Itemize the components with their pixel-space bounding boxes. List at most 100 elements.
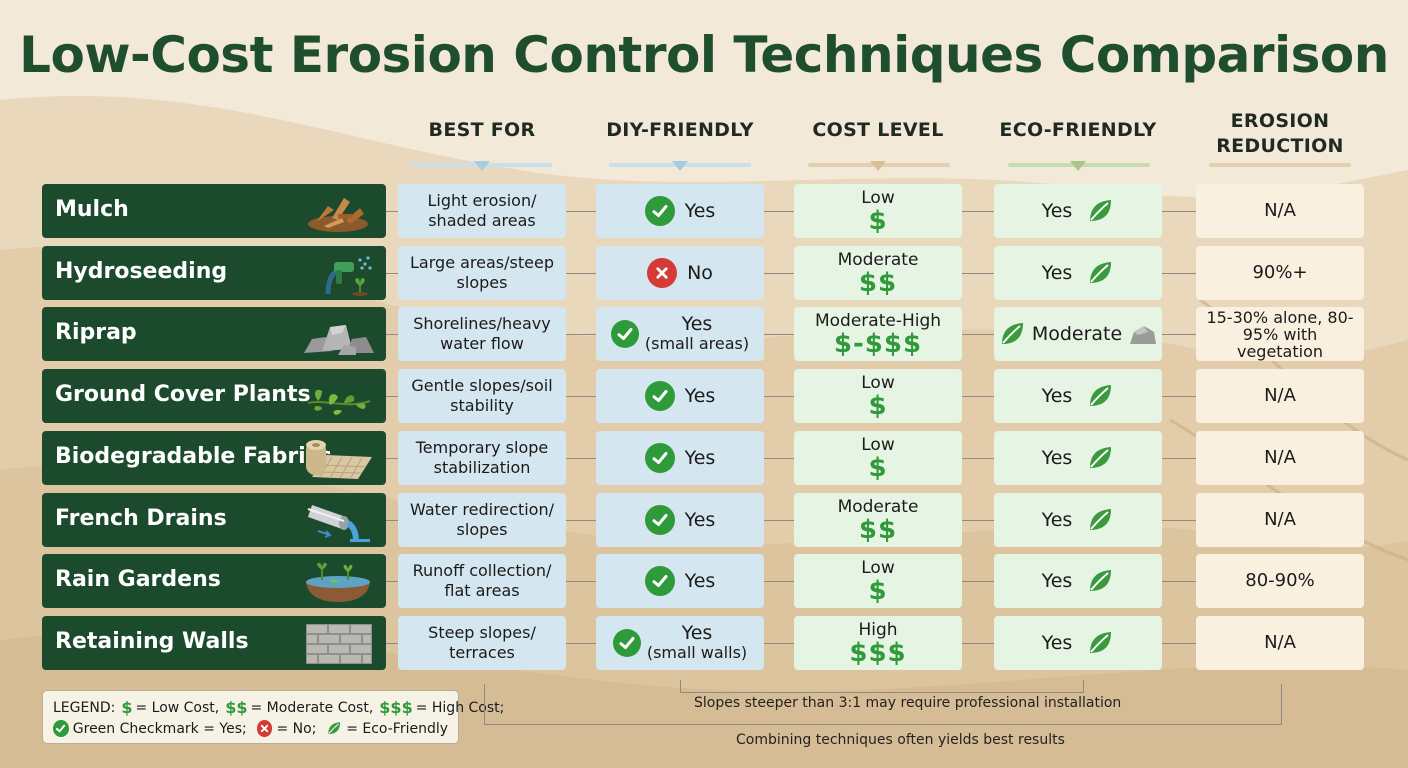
row-connector	[386, 643, 1196, 644]
diy-value: Yes	[681, 622, 713, 644]
method-label-box: Riprap	[42, 307, 386, 361]
cost-label: High	[858, 620, 898, 640]
cost-label: Low	[861, 188, 895, 208]
table-row: Mulch Light erosion/shaded areas Yes Low $ Ye…	[0, 184, 1408, 238]
erosion-reduction-cell: 15-30% alone, 80-95% with vegetation	[1196, 307, 1364, 361]
method-name: Rain Gardens	[55, 567, 221, 592]
table-row: Riprap Shorelines/heavy water flow Yes (smal…	[0, 307, 1408, 361]
eco-cell: Yes	[994, 184, 1162, 238]
column-header-erosion-reduction: EROSION REDUCTION	[1196, 109, 1364, 159]
cost-sign: $$$	[849, 638, 907, 668]
best-for-cell: Gentle slopes/soil stability	[398, 369, 566, 423]
column-header-line: REDUCTION	[1216, 135, 1344, 157]
diy-value: Yes	[684, 447, 716, 469]
cost-cell: Low $	[794, 431, 962, 485]
cost-label: Low	[861, 373, 895, 393]
eco-cell: Yes	[994, 431, 1162, 485]
row-connector	[386, 396, 1196, 397]
diy-cell: Yes	[596, 554, 764, 608]
diy-cell: Yes (small areas)	[596, 307, 764, 361]
diy-value: No	[687, 262, 713, 284]
erosion-reduction-value: N/A	[1264, 447, 1296, 468]
best-for-cell: Shorelines/heavy water flow	[398, 307, 566, 361]
spray-hose-icon	[298, 250, 378, 296]
best-for-cell: Temporary slope stabilization	[398, 431, 566, 485]
eco-cell: Yes	[994, 369, 1162, 423]
table-row: Rain Gardens Runoff collection/flat areas…	[0, 554, 1408, 608]
check-icon	[610, 320, 639, 348]
method-label-box: French Drains	[42, 493, 386, 547]
check-icon	[644, 566, 675, 596]
leaf-icon	[1090, 509, 1112, 530]
cost-cell: Moderate $$	[794, 246, 962, 300]
legend-leaf-icon	[328, 722, 341, 735]
diy-cell: No	[596, 246, 764, 300]
header-bar	[1209, 163, 1351, 167]
method-name: Mulch	[55, 197, 129, 222]
table-row: Retaining Walls Steep slopes/terraces Yes(…	[0, 616, 1408, 670]
eco-value: Yes	[1041, 200, 1073, 222]
eco-cell: Yes	[994, 616, 1162, 670]
cost-cell: Low $	[794, 184, 962, 238]
erosion-reduction-value: N/A	[1264, 632, 1296, 653]
row-connector	[386, 334, 1196, 335]
method-label-box: Rain Gardens	[42, 554, 386, 608]
eco-cell: Yes	[994, 554, 1162, 608]
legend-moderate-text: = Moderate Cost,	[250, 699, 374, 716]
cost-label: Low	[861, 435, 895, 455]
best-for-line: Shorelines/heavy	[413, 314, 551, 333]
legend-moderate-sign: $$	[225, 698, 248, 717]
diy-value: Yes	[684, 385, 716, 407]
brick-wall-icon	[298, 620, 378, 666]
check-icon	[612, 629, 641, 657]
check-icon	[644, 443, 675, 473]
leaf-icon	[1090, 447, 1112, 468]
legend-prefix: LEGEND:	[53, 699, 116, 716]
leaf-icon	[1090, 632, 1112, 653]
fabric-roll-icon	[298, 435, 378, 481]
eco-value: Yes	[1041, 447, 1073, 469]
check-icon	[644, 505, 675, 535]
method-name: Ground Cover Plants	[55, 382, 311, 407]
drain-pipe-icon	[298, 497, 378, 543]
legend-leaf-text: = Eco-Friendly	[346, 720, 449, 737]
check-icon	[644, 196, 675, 226]
cost-sign: $	[868, 206, 888, 236]
erosion-reduction-cell: N/A	[1196, 431, 1364, 485]
erosion-reduction-value: N/A	[1264, 509, 1296, 530]
header-arrow	[1070, 161, 1086, 171]
cost-sign: $$	[858, 268, 898, 298]
best-for-line: slopes	[456, 520, 508, 539]
eco-value: Yes	[1041, 509, 1073, 531]
best-for-line: stabilization	[433, 458, 531, 477]
erosion-reduction-cell: N/A	[1196, 184, 1364, 238]
erosion-reduction-value: 80-90%	[1245, 570, 1315, 591]
stone-icon	[1130, 326, 1157, 344]
best-for-line: Steep slopes/	[428, 623, 536, 642]
best-for-line: Large areas/steep	[410, 253, 554, 272]
leaf-icon	[1090, 262, 1112, 283]
erosion-reduction-cell: N/A	[1196, 616, 1364, 670]
table-row: Hydroseeding Large areas/steep slopes No Mod…	[0, 246, 1408, 300]
best-for-line: Temporary slope	[415, 438, 549, 457]
legend-x-text: = No;	[276, 720, 317, 737]
erosion-reduction-cell: N/A	[1196, 369, 1364, 423]
diy-note: (small areas)	[644, 334, 750, 353]
cost-cell: Moderate-High $-$$$	[794, 307, 962, 361]
eco-cell: Yes	[994, 246, 1162, 300]
table-row: Ground Cover Plants Gentle slopes/soil sta…	[0, 369, 1408, 423]
legend-check-text: Green Checkmark = Yes;	[72, 720, 247, 737]
leaf-icon	[1090, 385, 1112, 406]
cost-cell: High $$$	[794, 616, 962, 670]
cost-label: Low	[861, 558, 895, 578]
best-for-line: stability	[450, 396, 514, 415]
cost-sign: $-$$$	[833, 329, 923, 359]
method-name: Retaining Walls	[55, 629, 249, 654]
best-for-cell: Large areas/steep slopes	[398, 246, 566, 300]
method-label-box: Ground Cover Plants	[42, 369, 386, 423]
erosion-reduction-value: 90%+	[1252, 262, 1308, 283]
best-for-line: slopes	[456, 273, 508, 292]
legend-x-icon	[256, 720, 273, 737]
leaf-icon	[1090, 200, 1112, 221]
diy-value: Yes	[684, 509, 716, 531]
